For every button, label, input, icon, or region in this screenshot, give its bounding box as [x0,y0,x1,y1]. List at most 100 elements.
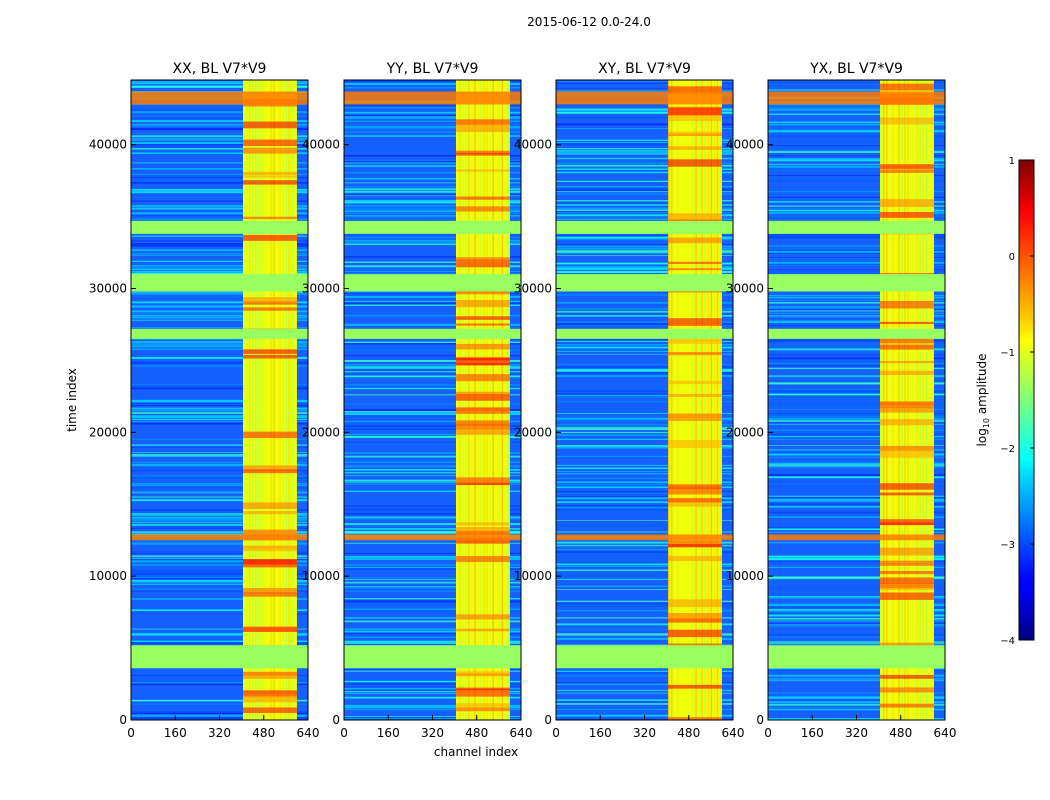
heatmap-streak [344,347,521,349]
heatmap-streak [131,138,308,140]
heatmap-streak [344,586,521,589]
rfi-burst [880,117,934,125]
heatmap-streak [131,679,308,682]
heatmap-streak [556,708,733,711]
heatmap-streak [344,617,521,619]
rfi-burst [456,152,510,156]
heatmap-streak [344,421,521,423]
heatmap-streak [131,683,308,686]
y-tick-label: 40000 [514,138,552,152]
x-tick-label: 0 [552,726,560,740]
heatmap-streak [768,641,945,643]
rfi-burst [880,445,934,452]
heatmap-streak [344,436,521,438]
heatmap-streak [768,375,945,378]
heatmap-streak [556,692,733,694]
heatmap-streak [344,301,521,304]
flagged-time-band [768,220,945,234]
rfi-burst [456,688,510,697]
y-tick-label: 30000 [89,282,127,296]
heatmap-streak [344,568,521,570]
heatmap-streak [344,567,521,568]
heatmap-streak [344,244,521,246]
heatmap-streak [768,667,945,669]
rfi-channel-stripe [692,80,694,720]
heatmap-streak [768,217,945,219]
heatmap-streak [768,579,945,581]
y-tick-label: 10000 [302,569,340,583]
heatmap-streak [131,711,308,713]
rfi-burst [456,257,510,260]
rfi-channel-stripe [922,80,924,720]
rfi-channel-stripe [883,80,885,720]
heatmap-streak [131,305,308,307]
heatmap-streak [768,253,945,255]
heatmap-streak [768,701,945,704]
heatmap-streak [556,480,733,482]
flagged-time-band [768,328,945,339]
heatmap-streak [344,512,521,514]
panel-2: YY, BL V7*V9 0 160 320 480 640 0 10000 20000 3000… [302,61,533,740]
heatmap-streak [131,319,308,321]
heatmap-streak [344,110,521,112]
heatmap-streak [556,372,733,375]
heatmap-streak [556,540,733,542]
heatmap-streak [556,180,733,182]
heatmap-streak [344,207,521,209]
heatmap-streak [344,291,521,293]
rfi-burst [456,169,510,172]
heatmap-streak [344,523,521,526]
heatmap-streak [768,308,945,311]
heatmap-streak [768,155,945,157]
heatmap-streak [344,343,521,345]
rfi-burst [243,626,297,632]
bright-time-band [768,534,945,541]
heatmap-streak [556,578,733,580]
rfi-channel-stripe [291,80,294,720]
heatmap-streak [344,375,521,377]
rfi-burst [243,234,297,241]
flagged-time-band [344,645,521,669]
heatmap-streak [768,464,945,467]
heatmap-streak [768,528,945,530]
rfi-channel-block [880,80,934,720]
heatmap-streak [768,150,945,153]
heatmap-streak [344,706,521,709]
x-tick-label: 320 [208,726,231,740]
rfi-burst [456,424,510,430]
heatmap-streak [556,164,733,166]
heatmap-streak [344,409,521,411]
heatmap-streak [768,609,945,612]
heatmap-streak [344,620,521,623]
heatmap-streak [344,199,521,201]
heatmap-streak [344,387,521,390]
heatmap-streak [131,254,308,256]
rfi-burst [456,477,510,486]
heatmap-streak [131,120,308,122]
heatmap-streak [768,114,945,116]
heatmap-streak [131,144,308,146]
rfi-channel-stripe [273,80,275,720]
heatmap-streak [131,260,308,262]
heatmap-streak [768,105,945,107]
rfi-channel-stripe [282,80,284,720]
heatmap-streak [556,151,733,153]
heatmap-streak [556,315,733,317]
rfi-channel-stripe [671,80,673,720]
heatmap-streak [556,498,733,500]
heatmap-streak [768,209,945,212]
heatmap-streak [131,124,308,126]
heatmap-streak [556,541,733,544]
heatmap-streak [131,327,308,329]
heatmap-streak [131,609,308,611]
heatmap-streak [768,526,945,529]
heatmap-streak [556,165,733,167]
heatmap-streak [131,344,308,346]
heatmap-streak [556,477,733,479]
heatmap-streak [131,128,308,130]
rfi-channel-stripe [892,80,894,720]
y-tick-label: 10000 [89,569,127,583]
heatmap-streak [556,600,733,603]
heatmap-streak [556,674,733,677]
heatmap-streak [556,323,733,325]
